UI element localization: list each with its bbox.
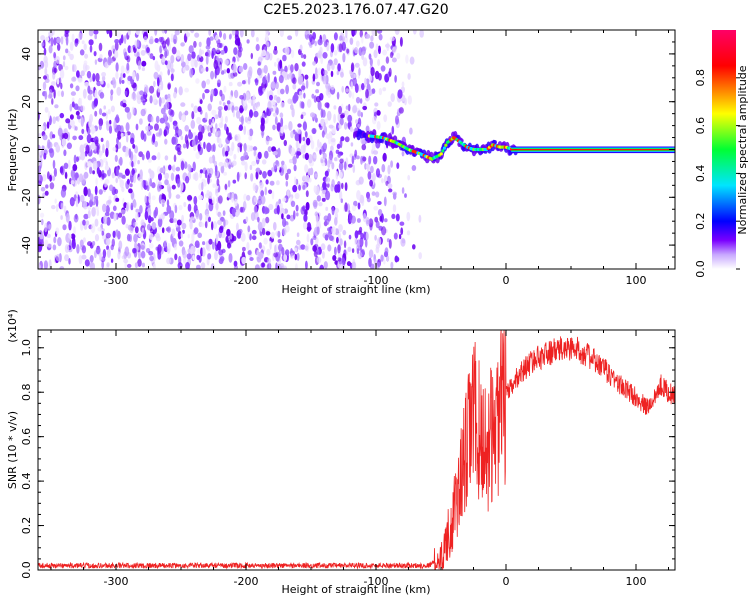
signal-band-stripe	[511, 147, 675, 149]
spectrogram-x-tick-label: -200	[234, 274, 259, 287]
colorbar: 0.0 0.2 0.4 0.6 0.8 Normalized spectral ampl…	[694, 30, 749, 278]
spectrogram-y-tick-label: 20	[20, 95, 33, 109]
snr-panel: -300 -200 -100 0 100 0.0 0.2 0.4 0.6 0.8 1.0 Heigh…	[6, 309, 676, 596]
colorbar-tick-label: 0.8	[694, 69, 707, 87]
snr-x-tick-label: 0	[503, 575, 510, 588]
colorbar-gradient	[712, 30, 736, 269]
colorbar-tick-label: 0.0	[694, 260, 707, 278]
snr-x-tick-label: -100	[364, 575, 389, 588]
signal-band-stripe	[511, 146, 675, 148]
spectrogram-x-tick-label: -100	[364, 274, 389, 287]
snr-x-tick-label: -300	[104, 575, 129, 588]
spectrogram-x-axis-label: Height of straight line (km)	[281, 283, 430, 296]
colorbar-tick-label: 0.4	[694, 165, 707, 183]
spectrogram-y-tick-label: 0	[20, 146, 33, 153]
spectrogram-plot-area	[38, 30, 675, 269]
snr-x-tick-label: -200	[234, 575, 259, 588]
signal-band-stripe	[511, 149, 675, 151]
colorbar-tick-label: 0.6	[694, 117, 707, 135]
signal-band	[511, 146, 675, 154]
spectrogram-x-tick-label: -300	[104, 274, 129, 287]
spectrogram-y-tick-label: -40	[20, 236, 33, 254]
snr-y-tick-label: 0.0	[20, 561, 33, 579]
snr-frame	[37, 329, 676, 571]
spectrogram-x-tick-label: 0	[503, 274, 510, 287]
colorbar-ticks: 0.0 0.2 0.4 0.6 0.8	[694, 69, 740, 278]
spectrogram-y-tick-label: -20	[20, 188, 33, 206]
snr-y-tick-label: 0.2	[20, 517, 33, 535]
snr-y-tick-label: 0.8	[20, 383, 33, 401]
snr-x-axis-label: Height of straight line (km)	[281, 583, 430, 596]
snr-scale-label: (x10⁴)	[6, 309, 19, 343]
signal-band-stripe	[511, 151, 675, 154]
colorbar-label: Normalized spectral amplitude	[736, 65, 749, 234]
colorbar-tick-label: 0.2	[694, 212, 707, 230]
snr-y-axis-label: SNR (10 * v/v)	[6, 411, 19, 489]
spectrogram-x-tick-label: 100	[626, 274, 647, 287]
snr-series-line	[38, 330, 675, 570]
signal-core	[367, 134, 515, 161]
chart-title: C2E5.2023.176.07.47.G20	[263, 2, 448, 18]
snr-y-tick-label: 0.4	[20, 472, 33, 490]
snr-x-tick-label: 100	[626, 575, 647, 588]
signal-band-stripe	[511, 150, 675, 152]
signal-band-stripe	[511, 148, 675, 150]
snr-plot-area	[38, 330, 675, 570]
spectrogram-y-axis-label: Frequency (Hz)	[6, 109, 19, 192]
snr-y-tick-label: 0.6	[20, 428, 33, 446]
spectrogram-y-tick-label: 40	[20, 47, 33, 61]
snr-ticks: -300 -200 -100 0 100 0.0 0.2 0.4 0.6 0.8 1.0	[20, 330, 675, 588]
snr-y-tick-label: 1.0	[20, 339, 33, 357]
signal-band-stripe	[511, 151, 675, 153]
noise-speckles	[38, 30, 424, 269]
